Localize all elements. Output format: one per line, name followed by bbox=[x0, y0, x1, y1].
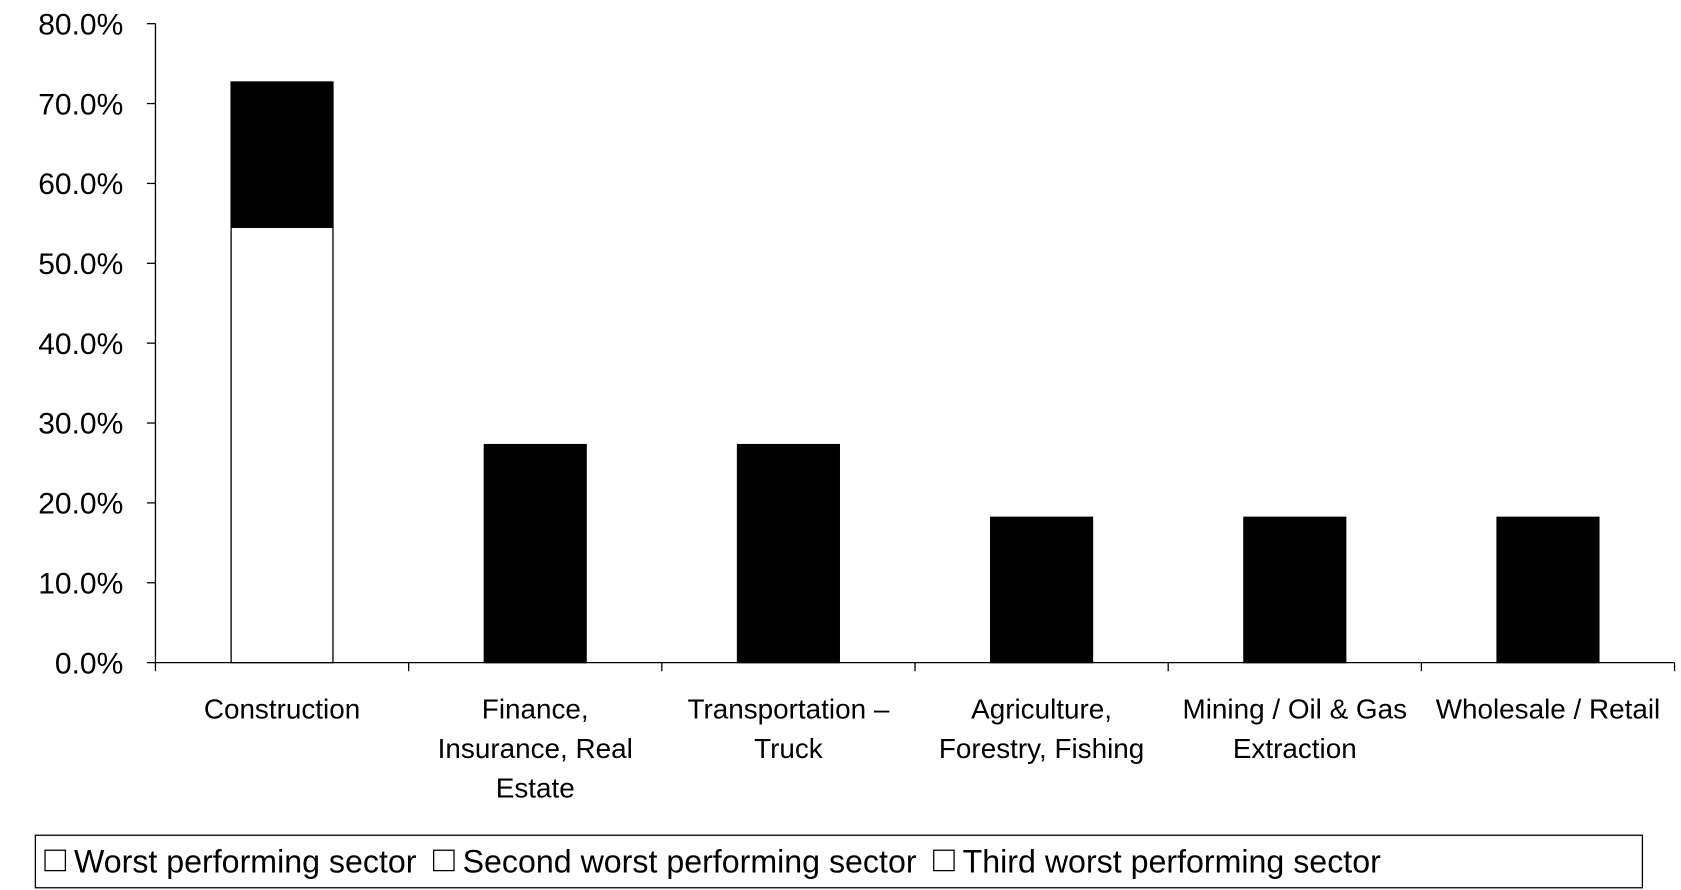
bar-segment bbox=[990, 516, 1094, 664]
legend-marker bbox=[432, 849, 455, 872]
y-tick-label: 70.0% bbox=[38, 88, 123, 121]
bar-segment bbox=[1243, 516, 1347, 664]
legend-label: Second worst performing sector bbox=[463, 844, 917, 880]
y-tick-label: 30.0% bbox=[38, 408, 123, 441]
bar-segment bbox=[1496, 516, 1600, 664]
y-tick-label: 20.0% bbox=[38, 488, 123, 521]
legend-box bbox=[34, 834, 1644, 889]
x-tick-label: Construction bbox=[204, 693, 360, 724]
bar-segment bbox=[483, 443, 587, 664]
x-tick-label: Transportation – Truck bbox=[687, 693, 889, 764]
y-tick-label: 40.0% bbox=[38, 328, 123, 361]
legend-label: Third worst performing sector bbox=[963, 844, 1381, 880]
y-tick-label: 0.0% bbox=[55, 647, 123, 680]
y-tick-label: 10.0% bbox=[38, 567, 123, 600]
legend-label: Worst performing sector bbox=[74, 844, 417, 880]
y-tick-label: 50.0% bbox=[38, 248, 123, 281]
x-tick-label: Finance, Insurance, Real Estate bbox=[438, 693, 633, 803]
bar-segment bbox=[736, 443, 840, 664]
x-tick-label: Mining / Oil & Gas Extraction bbox=[1183, 693, 1408, 764]
x-tick-label: Agriculture, Forestry, Fishing bbox=[939, 693, 1144, 764]
legend: Worst performing sector Second worst perf… bbox=[34, 834, 1644, 889]
x-tick-label: Wholesale / Retail bbox=[1436, 693, 1661, 724]
bar-segment bbox=[230, 226, 334, 664]
bar-segment bbox=[230, 81, 334, 228]
legend-marker bbox=[44, 849, 67, 872]
y-tick-label: 60.0% bbox=[38, 168, 123, 201]
y-tick-label: 80.0% bbox=[38, 8, 123, 41]
legend-marker bbox=[933, 849, 955, 872]
